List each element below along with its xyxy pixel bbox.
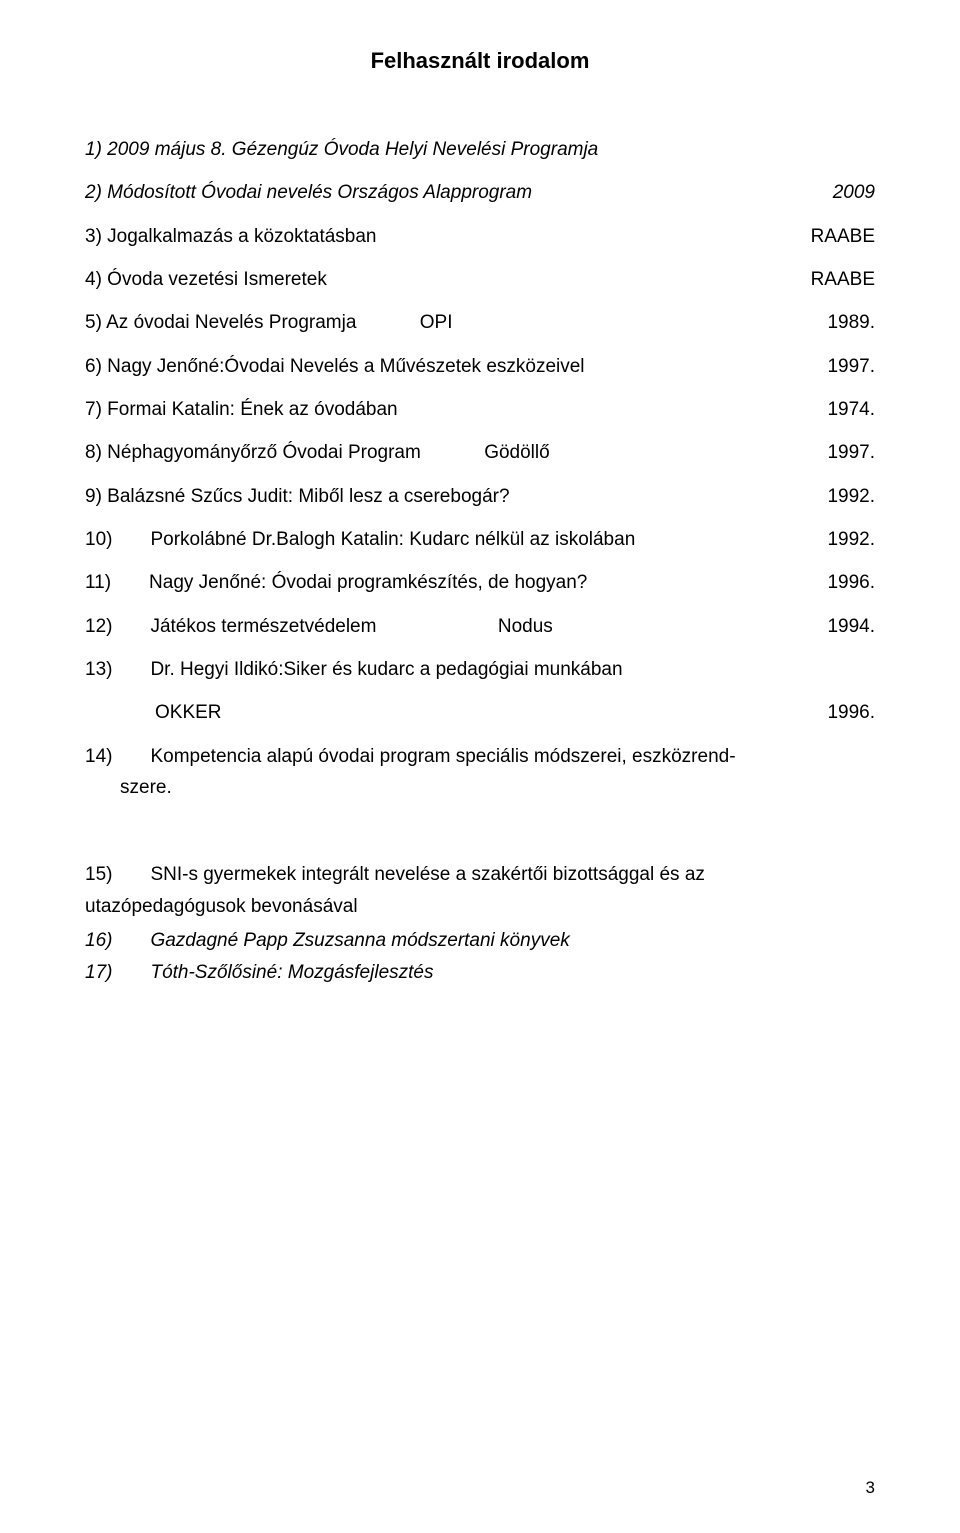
entry-publisher: OPI <box>420 312 453 333</box>
entry-line-1: 15) SNI-s gyermekek integrált nevelése a… <box>85 859 875 891</box>
entry-title: 8) Néphagyományőrző Óvodai Program <box>85 442 421 463</box>
entry-text: 6) Nagy Jenőné:Óvodai Nevelés a Művészet… <box>85 351 827 382</box>
entry-text: 7) Formai Katalin: Ének az óvodában <box>85 394 827 425</box>
entry-year: 1997. <box>827 437 875 468</box>
bibliography-entry-10: 10) Porkolábné Dr.Balogh Katalin: Kudarc… <box>85 524 875 555</box>
entry-year: 2009 <box>833 177 875 208</box>
entry-text: 11) Nagy Jenőné: Óvodai programkészítés,… <box>85 567 827 598</box>
entry-year: 1994. <box>827 611 875 642</box>
entry-title: 5) Az óvodai Nevelés Programja <box>85 312 356 333</box>
entry-line-2: utazópedagógusok bevonásával <box>85 891 875 923</box>
bibliography-entry-13-cont: OKKER 1996. <box>85 697 875 728</box>
bibliography-entry-3: 3) Jogalkalmazás a közoktatásban RAABE <box>85 221 875 252</box>
bibliography-entry-11: 11) Nagy Jenőné: Óvodai programkészítés,… <box>85 567 875 598</box>
entry-publisher: OKKER <box>85 697 222 728</box>
entry-year: 1974. <box>827 394 875 425</box>
page-number: 3 <box>866 1478 875 1498</box>
bibliography-entry-12: 12) Játékos természetvédelem Nodus 1994. <box>85 611 875 642</box>
bibliography-entry-5: 5) Az óvodai Nevelés Programja OPI 1989. <box>85 307 875 338</box>
bibliography-entry-14: 14) Kompetencia alapú óvodai program spe… <box>85 741 875 804</box>
bibliography-entry-7: 7) Formai Katalin: Ének az óvodában 1974… <box>85 394 875 425</box>
entry-text: 4) Óvoda vezetési Ismeretek <box>85 264 811 295</box>
entry-year: 1989. <box>827 307 875 338</box>
entry-text: 8) Néphagyományőrző Óvodai Program Gödöl… <box>85 437 827 468</box>
entry-text: 12) Játékos természetvédelem Nodus <box>85 611 827 642</box>
entry-text: 10) Porkolábné Dr.Balogh Katalin: Kudarc… <box>85 524 827 555</box>
bibliography-entry-4: 4) Óvoda vezetési Ismeretek RAABE <box>85 264 875 295</box>
entry-year: 1992. <box>827 524 875 555</box>
entry-text: 5) Az óvodai Nevelés Programja OPI <box>85 307 827 338</box>
entry-publisher: RAABE <box>811 264 875 295</box>
entry-year: 1996. <box>827 697 875 728</box>
entry-year: 1992. <box>827 481 875 512</box>
bibliography-entry-13: 13) Dr. Hegyi Ildikó:Siker és kudarc a p… <box>85 654 875 685</box>
entry-title: 12) Játékos természetvédelem <box>85 616 376 637</box>
entry-text: 2) Módosított Óvodai nevelés Országos Al… <box>85 177 833 208</box>
entry-publisher: Gödöllő <box>484 442 550 463</box>
bibliography-entry-15: 15) SNI-s gyermekek integrált nevelése a… <box>85 859 875 924</box>
entry-publisher: RAABE <box>811 221 875 252</box>
bibliography-entry-9: 9) Balázsné Szűcs Judit: Miből lesz a cs… <box>85 481 875 512</box>
entry-publisher: Nodus <box>498 616 553 637</box>
entry-text: 3) Jogalkalmazás a közoktatásban <box>85 221 811 252</box>
bibliography-entry-6: 6) Nagy Jenőné:Óvodai Nevelés a Művészet… <box>85 351 875 382</box>
entry-line-2: szere. <box>85 772 875 803</box>
entry-line-1: 14) Kompetencia alapú óvodai program spe… <box>85 741 875 772</box>
bibliography-entry-17: 17) Tóth-Szőlősiné: Mozgásfejlesztés <box>85 957 875 989</box>
entry-year: 1996. <box>827 567 875 598</box>
bibliography-entry-8: 8) Néphagyományőrző Óvodai Program Gödöl… <box>85 437 875 468</box>
entry-text: 9) Balázsné Szűcs Judit: Miből lesz a cs… <box>85 481 827 512</box>
page-title: Felhasznált irodalom <box>85 48 875 74</box>
bibliography-entry-16: 16) Gazdagné Papp Zsuzsanna módszertani … <box>85 925 875 957</box>
bibliography-entry-2: 2) Módosított Óvodai nevelés Országos Al… <box>85 177 875 208</box>
bibliography-entry-1: 1) 2009 május 8. Gézengúz Óvoda Helyi Ne… <box>85 134 875 165</box>
entry-year: 1997. <box>827 351 875 382</box>
